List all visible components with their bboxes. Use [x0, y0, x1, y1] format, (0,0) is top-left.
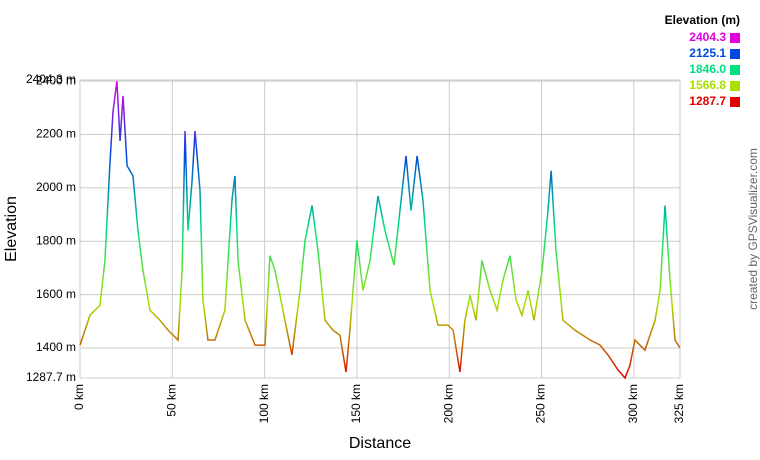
- legend-label: 1287.7: [689, 94, 726, 108]
- legend-label: 1566.8: [689, 78, 726, 92]
- x-tick-label: 150 km: [349, 384, 363, 423]
- y-tick-label: 1287.7 m: [26, 370, 76, 384]
- x-tick-label: 200 km: [441, 384, 455, 423]
- y-tick-label: 1600 m: [36, 287, 76, 301]
- x-tick-label: 325 km: [672, 384, 686, 423]
- x-tick-label: 0 km: [72, 384, 86, 410]
- elevation-line: [79, 81, 681, 380]
- legend-swatch: [730, 33, 740, 43]
- legend-label: 2404.3: [689, 30, 726, 44]
- legend-title: Elevation (m): [665, 13, 740, 27]
- y-tick-label: 1800 m: [36, 233, 76, 247]
- legend-swatch: [730, 97, 740, 107]
- y-tick-label: 2000 m: [36, 180, 76, 194]
- legend-swatch: [730, 65, 740, 75]
- legend-swatch: [730, 81, 740, 91]
- y-tick-label: 2400 m: [36, 73, 76, 87]
- legend-swatch: [730, 49, 740, 59]
- x-axis-label: Distance: [349, 435, 411, 452]
- x-tick-label: 50 km: [164, 384, 178, 417]
- y-axis-label: Elevation: [3, 196, 20, 262]
- y-tick-label: 2200 m: [36, 127, 76, 141]
- y-tick-label: 1400 m: [36, 340, 76, 354]
- x-tick-label: 250 km: [534, 384, 548, 423]
- legend-label: 2125.1: [689, 46, 726, 60]
- x-tick-label: 300 km: [626, 384, 640, 423]
- x-tick-label: 100 km: [257, 384, 271, 423]
- y-tick-label: 2404.3 m: [26, 72, 76, 86]
- credit: created by GPSVisualizer.com: [746, 148, 760, 310]
- legend-label: 1846.0: [689, 62, 726, 76]
